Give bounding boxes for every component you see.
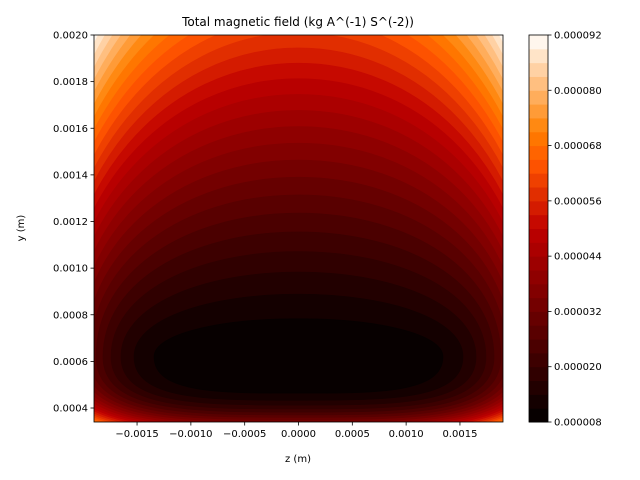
colorbar-segment [529,408,548,423]
colorbar-segment [529,242,548,257]
y-tick-label: 0.0012 [53,217,88,228]
colorbar-segment [529,366,548,382]
colorbar-tick-label: 0.000044 [554,252,602,263]
colorbar-segment [529,325,548,340]
colorbar-segment [529,48,548,64]
colorbar-segment [529,62,548,77]
colorbar-segment [529,394,548,409]
colorbar-segment [529,311,548,326]
colorbar-tick-label: 0.000068 [554,141,602,152]
contour-plot-area [94,35,503,422]
colorbar-tick-label: 0.000092 [554,31,602,42]
colorbar-tick-label: 0.000032 [554,307,602,318]
x-tick-label: 0.0015 [442,429,477,440]
colorbar-segment [529,256,548,271]
x-tick-label: −0.0005 [223,429,266,440]
colorbar-segment [529,173,548,188]
y-tick-label: 0.0018 [53,77,88,88]
x-tick-label: −0.0015 [115,429,158,440]
colorbar-tick-label: 0.000056 [554,196,602,207]
x-axis-label: z (m) [285,454,311,465]
x-tick-label: −0.0010 [169,429,212,440]
colorbar-segment [529,352,548,368]
y-tick-label: 0.0006 [53,357,88,368]
colorbar-segment [529,117,548,133]
colorbar-segment [529,200,548,216]
colorbar-segment [529,145,548,160]
colorbar-segment [529,131,548,147]
y-tick-label: 0.0010 [53,264,88,275]
colorbar-segment [529,35,548,50]
colorbar-tick-label: 0.000008 [554,418,602,429]
colorbar-frame [528,34,549,423]
colorbar-segment [529,76,548,91]
colorbar: 0.000008 0.000020 0.000032 0.000044 0.000056… [528,31,602,429]
colorbar-segment [529,339,548,354]
colorbar-segment [529,297,548,312]
y-tick-label: 0.0004 [53,404,88,415]
colorbar-tick-label: 0.000080 [554,86,602,97]
colorbar-segment [529,283,548,299]
x-axis: −0.0015 −0.0010 −0.0005 0.0000 0.0005 0.0010 0… [115,422,477,440]
colorbar-segment [529,228,548,243]
x-tick-label: 0.0010 [389,429,424,440]
y-axis-label: y (m) [16,215,27,242]
colorbar-segment [529,269,548,285]
x-tick-label: 0.0000 [281,429,316,440]
contour-bands [94,35,503,422]
colorbar-segment [529,380,548,395]
colorbar-segment [529,159,548,174]
colorbar-segment [529,90,548,105]
y-tick-label: 0.0008 [53,310,88,321]
colorbar-tick-label: 0.000020 [554,362,602,373]
y-axis: 0.0004 0.0006 0.0008 0.0010 0.0012 0.0014 0.00… [53,31,94,415]
colorbar-segment [529,104,548,119]
x-tick-label: 0.0005 [335,429,370,440]
chart-title: Total magnetic field (kg A^(-1) S^(-2)) [181,15,414,29]
y-tick-label: 0.0020 [53,31,88,42]
colorbar-segment [529,214,548,229]
colorbar-segment [529,187,548,202]
contour-band-0 [153,318,444,394]
y-tick-label: 0.0016 [53,124,88,135]
y-tick-label: 0.0014 [53,170,88,181]
